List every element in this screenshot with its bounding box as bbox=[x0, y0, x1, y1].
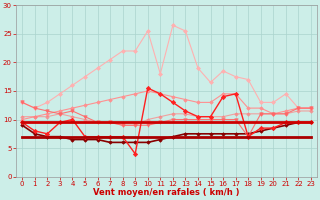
X-axis label: Vent moyen/en rafales ( km/h ): Vent moyen/en rafales ( km/h ) bbox=[93, 188, 240, 197]
